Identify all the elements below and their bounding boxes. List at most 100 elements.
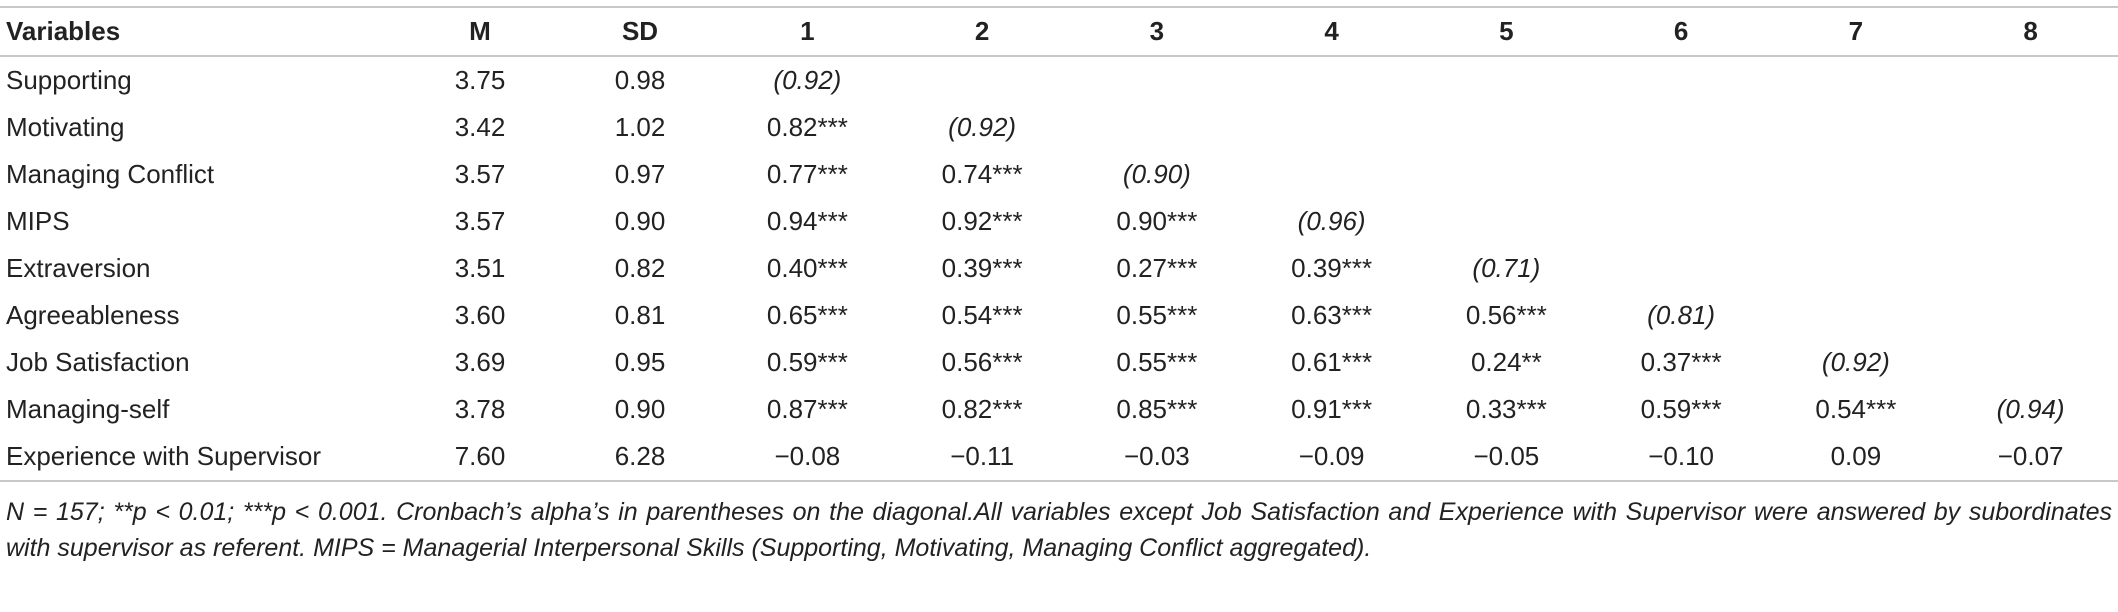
table-note: N = 157; **p < 0.01; ***p < 0.001. Cronb… <box>6 498 2112 562</box>
table-row: Extraversion 3.51 0.82 0.40*** 0.39*** 0.27**… <box>0 245 2118 292</box>
variable-name: Job Satisfaction <box>6 347 190 377</box>
column-header: 1 <box>720 6 895 57</box>
correlation-cell: (0.71) <box>1472 253 1541 283</box>
empty-cell <box>1769 56 1944 104</box>
correlation-cell: (0.94) <box>1996 394 2065 424</box>
empty-cell <box>1769 198 1944 245</box>
table-row: Agreeableness 3.60 0.81 0.65*** 0.54*** 0.55*… <box>0 292 2118 339</box>
correlation-cell: (0.92) <box>948 112 1017 142</box>
correlation-cell: 0.54*** <box>1815 394 1897 424</box>
sd-cell: 0.90 <box>614 206 666 236</box>
correlation-cell: 0.63*** <box>1291 300 1373 330</box>
correlation-table: Variables M SD 1 2 3 4 5 6 7 8 Supporting 3.75 0.98 (… <box>0 6 2118 482</box>
correlation-cell: 0.27*** <box>1116 253 1198 283</box>
correlation-cell: −0.07 <box>1943 433 2118 482</box>
column-header: 5 <box>1419 6 1594 57</box>
correlation-cell: 0.61*** <box>1291 347 1373 377</box>
mean-cell: 3.42 <box>454 112 506 142</box>
mean-cell: 3.69 <box>454 347 506 377</box>
empty-cell <box>1419 104 1594 151</box>
variable-name: Managing Conflict <box>6 159 215 189</box>
correlation-cell: 0.39*** <box>1291 253 1373 283</box>
empty-cell <box>1943 245 2118 292</box>
empty-cell <box>1070 56 1245 104</box>
correlation-cell: (0.81) <box>1647 300 1716 330</box>
variable-name: Motivating <box>6 112 125 142</box>
mean-cell: 3.60 <box>454 300 506 330</box>
correlation-cell: 0.39*** <box>941 253 1023 283</box>
sd-cell: 1.02 <box>614 112 666 142</box>
empty-cell <box>1244 151 1419 198</box>
correlation-cell: 0.87*** <box>766 394 848 424</box>
column-header: 8 <box>1943 6 2118 57</box>
correlation-cell: 0.40*** <box>766 253 848 283</box>
correlation-cell: (0.92) <box>773 65 842 95</box>
sd-cell: 0.81 <box>614 300 666 330</box>
empty-cell <box>1943 198 2118 245</box>
empty-cell <box>1594 198 1769 245</box>
sd-cell: 0.95 <box>614 347 666 377</box>
column-header: M <box>400 6 560 57</box>
correlation-cell: (0.90) <box>1122 159 1191 189</box>
correlation-cell: 0.74*** <box>941 159 1023 189</box>
mean-cell: 3.57 <box>454 206 506 236</box>
table-container: Variables M SD 1 2 3 4 5 6 7 8 Supporting 3.75 0.98 (… <box>0 6 2118 562</box>
sd-cell: 6.28 <box>560 433 720 482</box>
correlation-cell: (0.96) <box>1297 206 1366 236</box>
mean-cell: 3.57 <box>454 159 506 189</box>
correlation-cell: 0.59*** <box>766 347 848 377</box>
correlation-cell: −0.08 <box>720 433 895 482</box>
column-header: 3 <box>1069 6 1245 57</box>
variable-name: Extraversion <box>6 253 151 283</box>
table-row: Supporting 3.75 0.98 (0.92) <box>0 56 2118 104</box>
variable-name: Experience with Supervisor <box>0 433 400 482</box>
correlation-cell: 0.85*** <box>1116 394 1198 424</box>
correlation-cell: 0.90*** <box>1116 206 1198 236</box>
mean-cell: 7.60 <box>400 433 560 482</box>
correlation-cell: 0.55*** <box>1116 300 1198 330</box>
empty-cell <box>1594 151 1769 198</box>
correlation-cell: 0.37*** <box>1640 347 1722 377</box>
variable-name: Agreeableness <box>6 300 180 330</box>
empty-cell <box>1943 151 2118 198</box>
column-header: 6 <box>1593 6 1769 57</box>
empty-cell <box>1419 56 1594 104</box>
correlation-cell: 0.56*** <box>941 347 1023 377</box>
table-row: Motivating 3.42 1.02 0.82*** (0.92) <box>0 104 2118 151</box>
correlation-cell: 0.82*** <box>941 394 1023 424</box>
empty-cell <box>895 56 1070 104</box>
sd-cell: 0.98 <box>614 65 666 95</box>
empty-cell <box>1594 104 1769 151</box>
correlation-cell: 0.56*** <box>1465 300 1547 330</box>
sd-cell: 0.97 <box>614 159 666 189</box>
empty-cell <box>1594 245 1769 292</box>
empty-cell <box>1769 104 1944 151</box>
column-header: 2 <box>894 6 1070 57</box>
correlation-cell: 0.65*** <box>766 300 848 330</box>
correlation-cell: 0.54*** <box>941 300 1023 330</box>
empty-cell <box>1943 339 2118 386</box>
variable-name: Managing-self <box>6 394 170 424</box>
correlation-cell: (0.92) <box>1821 347 1890 377</box>
correlation-cell: 0.94*** <box>766 206 848 236</box>
correlation-cell: 0.55*** <box>1116 347 1198 377</box>
correlation-cell: 0.33*** <box>1465 394 1547 424</box>
table-row: Experience with Supervisor 7.60 6.28 −0.08−… <box>0 433 2118 482</box>
empty-cell <box>1769 151 1944 198</box>
correlation-cell: −0.11 <box>894 433 1070 482</box>
sd-cell: 0.90 <box>614 394 666 424</box>
empty-cell <box>1244 56 1419 104</box>
mean-cell: 3.78 <box>454 394 506 424</box>
variable-name: MIPS <box>6 206 70 236</box>
empty-cell <box>1769 292 1944 339</box>
mean-cell: 3.51 <box>454 253 506 283</box>
empty-cell <box>1943 104 2118 151</box>
empty-cell <box>1419 151 1594 198</box>
table-row: Job Satisfaction 3.69 0.95 0.59*** 0.56*** 0.… <box>0 339 2118 386</box>
correlation-cell: 0.59*** <box>1640 394 1722 424</box>
correlation-cell: −0.09 <box>1244 433 1419 482</box>
header-row: Variables M SD 1 2 3 4 5 6 7 8 <box>0 6 2118 57</box>
correlation-cell: 0.91*** <box>1291 394 1373 424</box>
correlation-cell: −0.10 <box>1593 433 1769 482</box>
